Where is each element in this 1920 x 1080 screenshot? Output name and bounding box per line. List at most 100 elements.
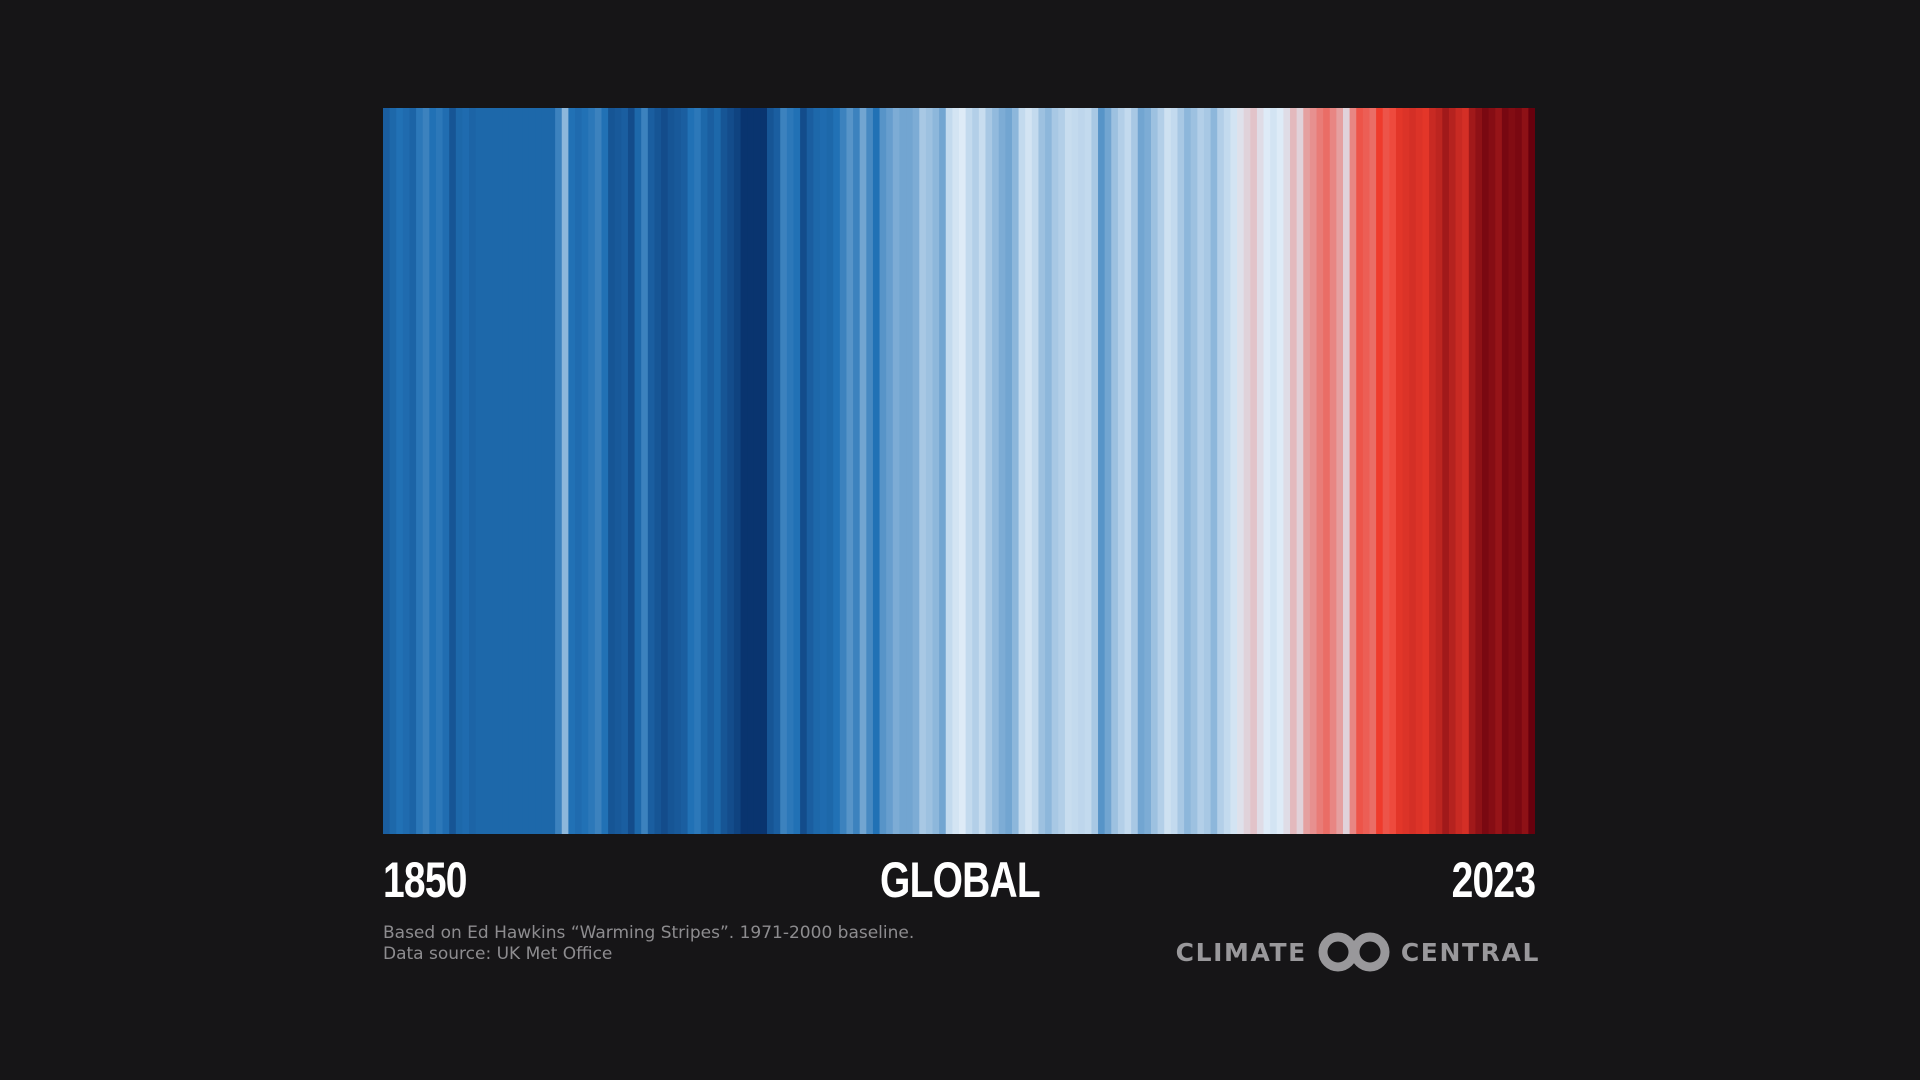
- stripe-128: [1230, 108, 1238, 834]
- stripe-67: [826, 108, 834, 834]
- stripe-14: [475, 108, 483, 834]
- stripe-26: [555, 108, 563, 834]
- stripe-43: [667, 108, 675, 834]
- stripe-17: [495, 108, 503, 834]
- stripe-20: [515, 108, 523, 834]
- stripe-74: [872, 108, 881, 834]
- stripe-50: [714, 108, 722, 834]
- stripe-68: [833, 108, 841, 834]
- stripe-139: [1303, 108, 1311, 834]
- stripe-10: [449, 108, 457, 834]
- stripe-60: [780, 108, 788, 834]
- stripe-121: [1184, 108, 1192, 834]
- stripe-59: [773, 108, 781, 834]
- stripe-127: [1223, 108, 1232, 834]
- stripe-84: [939, 108, 947, 834]
- stripe-171: [1515, 108, 1523, 834]
- stripe-12: [462, 108, 470, 834]
- stripe-51: [720, 108, 728, 834]
- stripe-88: [965, 108, 973, 834]
- stripe-149: [1369, 108, 1377, 834]
- stripe-85: [945, 108, 953, 834]
- stripe-165: [1475, 108, 1483, 834]
- stripe-8: [435, 108, 444, 834]
- region-title: GLOBAL: [880, 852, 1041, 908]
- stripe-164: [1468, 108, 1477, 834]
- stripe-19: [508, 108, 517, 834]
- stripe-99: [1038, 108, 1046, 834]
- stripe-63: [800, 108, 808, 834]
- stripe-103: [1064, 108, 1073, 834]
- stripe-163: [1462, 108, 1470, 834]
- stripe-156: [1415, 108, 1424, 834]
- stripe-83: [932, 108, 940, 834]
- stripe-54: [740, 108, 748, 834]
- stripe-29: [575, 108, 583, 834]
- stripe-97: [1025, 108, 1033, 834]
- stripe-116: [1151, 108, 1159, 834]
- stripe-160: [1442, 108, 1450, 834]
- stripe-21: [522, 108, 530, 834]
- stripe-130: [1243, 108, 1251, 834]
- stripe-146: [1349, 108, 1357, 834]
- stripe-104: [1071, 108, 1079, 834]
- stripe-35: [614, 108, 622, 834]
- stripe-166: [1482, 108, 1490, 834]
- stripe-9: [442, 108, 450, 834]
- stripe-109: [1104, 108, 1112, 834]
- stripe-91: [985, 108, 993, 834]
- stripe-62: [793, 108, 801, 834]
- stripe-31: [588, 108, 596, 834]
- stripe-38: [634, 108, 642, 834]
- climate-central-logo: CLIMATE CENTRAL: [1176, 931, 1540, 973]
- stripe-167: [1488, 108, 1496, 834]
- stripe-0: [383, 108, 391, 834]
- stripe-129: [1237, 108, 1245, 834]
- stripe-33: [601, 108, 609, 834]
- stripe-28: [568, 108, 576, 834]
- logo-text-central: CENTRAL: [1400, 937, 1540, 967]
- stripe-159: [1435, 108, 1443, 834]
- stripe-53: [733, 108, 742, 834]
- stripe-22: [528, 108, 536, 834]
- stripe-131: [1250, 108, 1258, 834]
- stripe-11: [455, 108, 464, 834]
- stripe-98: [1031, 108, 1040, 834]
- stripe-120: [1177, 108, 1185, 834]
- stripe-113: [1131, 108, 1139, 834]
- stripe-141: [1316, 108, 1324, 834]
- stripe-169: [1501, 108, 1510, 834]
- stripe-162: [1455, 108, 1463, 834]
- stripe-24: [541, 108, 550, 834]
- stripe-144: [1336, 108, 1344, 834]
- stripe-154: [1402, 108, 1410, 834]
- stripe-70: [846, 108, 854, 834]
- stripe-4: [409, 108, 417, 834]
- stripe-27: [561, 108, 569, 834]
- stripe-61: [786, 108, 795, 834]
- stripe-173: [1528, 108, 1535, 834]
- stripe-48: [700, 108, 709, 834]
- stripe-66: [819, 108, 828, 834]
- stripe-115: [1144, 108, 1152, 834]
- stripe-69: [839, 108, 848, 834]
- stripe-108: [1098, 108, 1106, 834]
- stripe-86: [952, 108, 960, 834]
- stripe-30: [581, 108, 589, 834]
- stripe-92: [992, 108, 1000, 834]
- warming-stripes-chart: [383, 108, 1535, 834]
- stripe-114: [1137, 108, 1145, 834]
- stripe-135: [1276, 108, 1285, 834]
- credit-line-attribution: Based on Ed Hawkins “Warming Stripes”. 1…: [383, 923, 915, 943]
- stripe-106: [1084, 108, 1093, 834]
- stripe-147: [1356, 108, 1364, 834]
- stripe-55: [747, 108, 755, 834]
- stripe-78: [899, 108, 907, 834]
- stripe-158: [1429, 108, 1437, 834]
- stripe-142: [1323, 108, 1331, 834]
- stripe-7: [429, 108, 437, 834]
- stripe-140: [1309, 108, 1318, 834]
- stripe-65: [813, 108, 821, 834]
- stripe-73: [866, 108, 874, 834]
- stripe-1: [389, 108, 397, 834]
